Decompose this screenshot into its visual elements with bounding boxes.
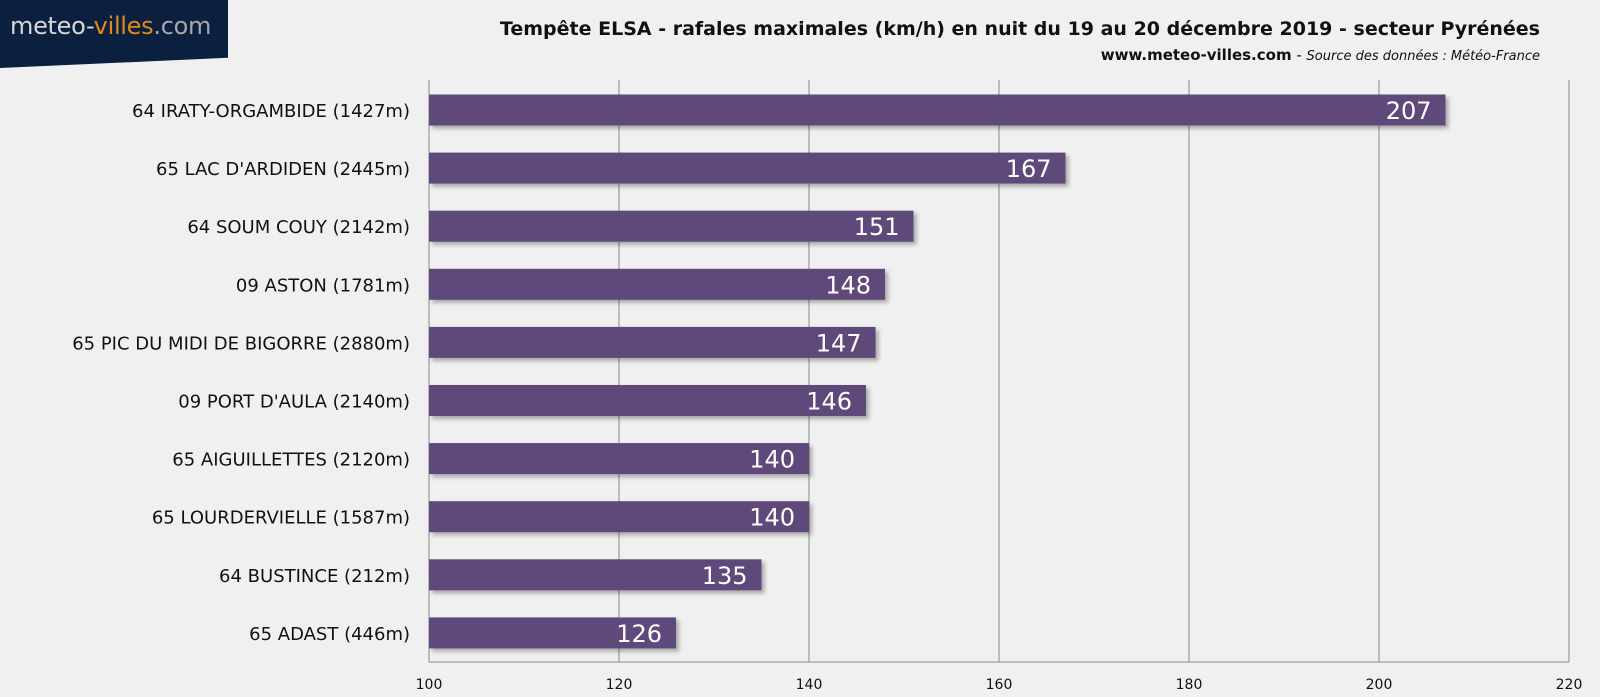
logo-text: meteo-villes.com bbox=[10, 12, 212, 40]
x-tick-label: 200 bbox=[1366, 677, 1393, 693]
category-label: 64 BUSTINCE (212m) bbox=[219, 566, 410, 587]
category-label: 64 SOUM COUY (2142m) bbox=[187, 217, 410, 238]
x-tick-label: 120 bbox=[606, 677, 633, 693]
x-tick-label: 160 bbox=[986, 677, 1013, 693]
category-label: 65 AIGUILLETTES (2120m) bbox=[172, 450, 410, 471]
bar bbox=[429, 152, 1066, 184]
x-tick-label: 100 bbox=[416, 677, 443, 693]
category-label: 65 PIC DU MIDI DE BIGORRE (2880m) bbox=[72, 333, 410, 354]
bar bbox=[429, 385, 866, 416]
bar-value-label: 146 bbox=[806, 388, 852, 416]
category-label: 09 PORT D'AULA (2140m) bbox=[178, 392, 410, 413]
bar-value-label: 151 bbox=[854, 213, 900, 241]
category-label: 65 ADAST (446m) bbox=[249, 624, 410, 645]
bar-value-label: 140 bbox=[749, 504, 795, 532]
x-tick-label: 180 bbox=[1176, 677, 1203, 693]
bar-value-label: 148 bbox=[825, 271, 871, 299]
chart-title: Tempête ELSA - rafales maximales (km/h) … bbox=[499, 18, 1540, 40]
source-text: Source des données : Météo-France bbox=[1306, 49, 1540, 64]
bar bbox=[429, 94, 1446, 126]
chart-subtitle: www.meteo-villes.com - Source des donnée… bbox=[1100, 46, 1540, 64]
bar bbox=[429, 268, 885, 300]
bar-value-label: 135 bbox=[702, 562, 748, 590]
bar bbox=[429, 501, 809, 533]
bar-value-label: 140 bbox=[749, 446, 795, 474]
category-label: 64 IRATY-ORGAMBIDE (1427m) bbox=[132, 101, 410, 122]
bar bbox=[429, 326, 876, 358]
bar-value-label: 207 bbox=[1386, 97, 1432, 125]
bar-value-label: 167 bbox=[1006, 155, 1052, 183]
logo: meteo-villes.com bbox=[0, 0, 228, 68]
bar bbox=[429, 559, 762, 591]
bar bbox=[429, 617, 676, 649]
bar-value-label: 147 bbox=[816, 329, 862, 357]
category-label: 09 ASTON (1781m) bbox=[236, 275, 410, 296]
x-tick-label: 220 bbox=[1556, 677, 1583, 693]
category-label: 65 LOURDERVIELLE (1587m) bbox=[152, 508, 410, 529]
category-label: 65 LAC D'ARDIDEN (2445m) bbox=[156, 159, 410, 180]
x-tick-label: 140 bbox=[796, 677, 823, 693]
bar bbox=[429, 210, 914, 242]
bar bbox=[429, 443, 809, 475]
bar-value-label: 126 bbox=[616, 620, 662, 648]
site-link[interactable]: www.meteo-villes.com bbox=[1100, 46, 1292, 64]
